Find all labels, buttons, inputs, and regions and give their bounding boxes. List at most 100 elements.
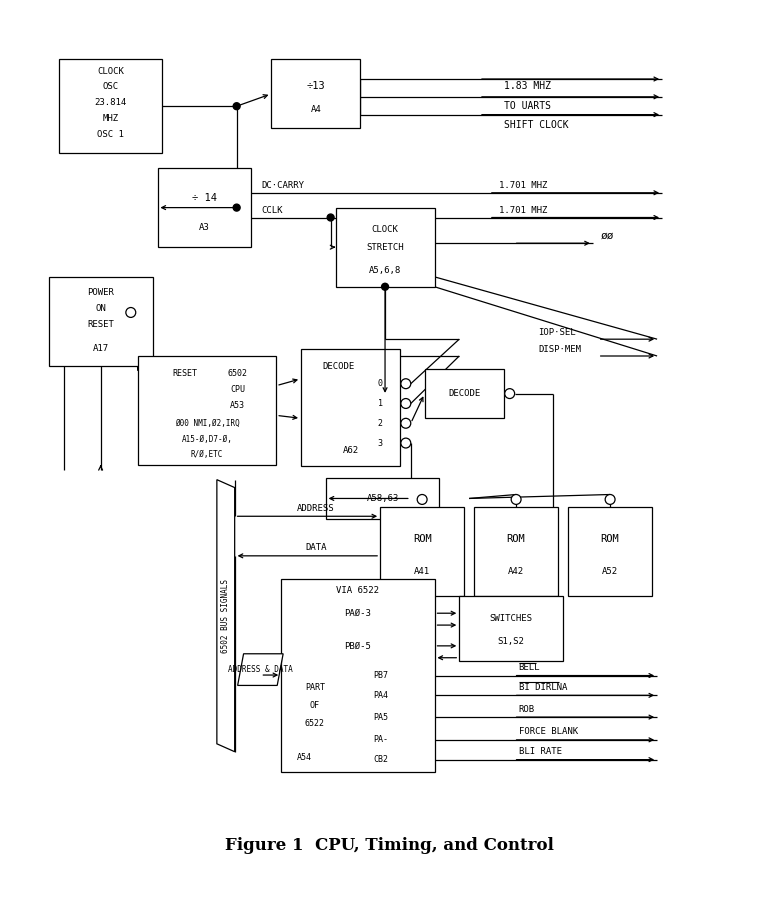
Circle shape [401,418,411,428]
Text: 1: 1 [377,399,383,408]
Text: 2: 2 [377,419,383,428]
Text: PB7: PB7 [373,671,388,680]
Text: A5,6,8: A5,6,8 [369,266,401,275]
Bar [335,207,434,287]
Text: VIA 6522: VIA 6522 [336,586,380,595]
Text: A53: A53 [230,401,245,410]
Bar [58,59,163,153]
Text: A15-Ø,D7-Ø,: A15-Ø,D7-Ø, [181,435,233,444]
Text: ROB: ROB [519,705,534,714]
Text: 0: 0 [377,379,383,388]
Circle shape [126,308,135,318]
Circle shape [417,494,427,504]
Text: DATA: DATA [305,544,327,553]
Text: 1.701 MHZ: 1.701 MHZ [499,181,547,190]
Text: ADDRESS & DATA: ADDRESS & DATA [228,665,293,675]
Circle shape [233,205,240,211]
Text: 3: 3 [377,439,383,448]
Text: 6502: 6502 [227,370,247,379]
Text: Ø00 NMI,Ø2,IRQ: Ø00 NMI,Ø2,IRQ [174,419,240,428]
Bar [459,597,563,661]
Text: DECODE: DECODE [322,362,355,371]
Bar [272,59,360,128]
Text: ÷ 14: ÷ 14 [192,193,217,203]
Text: PBØ-5: PBØ-5 [345,641,371,650]
Circle shape [401,379,411,388]
Polygon shape [217,480,235,752]
Text: PA4: PA4 [373,691,388,700]
Text: BELL: BELL [519,663,540,672]
Text: ROM: ROM [413,534,432,544]
Text: øø: øø [601,231,615,240]
Polygon shape [237,654,283,685]
Text: CLOCK: CLOCK [97,66,124,75]
Text: DISP·MEM: DISP·MEM [538,344,581,353]
Text: POWER: POWER [87,288,114,298]
Circle shape [381,283,388,291]
Bar [49,277,152,366]
Text: TO UARTS: TO UARTS [504,100,551,110]
Text: 1.701 MHZ: 1.701 MHZ [499,206,547,215]
Text: 6502 BUS SIGNALS: 6502 BUS SIGNALS [221,579,230,653]
Text: A54: A54 [296,753,312,762]
Bar [138,356,276,465]
Text: S1,S2: S1,S2 [498,637,524,646]
Text: 1.83 MHZ: 1.83 MHZ [504,81,551,91]
Text: PA-: PA- [373,736,388,745]
Text: CLOCK: CLOCK [372,225,398,234]
Text: A62: A62 [342,446,359,455]
Text: BI DIRLNA: BI DIRLNA [519,683,567,692]
Bar [425,369,504,418]
Text: 23.814: 23.814 [94,99,127,108]
Text: A4: A4 [310,105,321,114]
Bar [380,508,464,597]
Text: DC·CARRY: DC·CARRY [261,181,304,190]
Text: OSC: OSC [103,83,118,91]
Text: SHIFT CLOCK: SHIFT CLOCK [504,120,569,130]
Text: CPU: CPU [230,385,245,394]
Bar [474,508,558,597]
Text: BLI RATE: BLI RATE [519,747,562,756]
Text: A42: A42 [508,567,524,576]
Text: RESET: RESET [173,370,198,379]
Circle shape [511,494,521,504]
Text: SWITCHES: SWITCHES [489,614,533,623]
Text: A3: A3 [199,222,210,232]
Text: ÷13: ÷13 [307,81,325,91]
Text: DECODE: DECODE [448,389,480,398]
Text: ROM: ROM [601,534,619,544]
Text: STRETCH: STRETCH [366,243,404,252]
Circle shape [605,494,615,504]
Circle shape [505,388,514,398]
Bar [568,508,652,597]
Text: FORCE BLANK: FORCE BLANK [519,727,578,736]
Circle shape [401,398,411,408]
Text: R/Ø,ETC: R/Ø,ETC [191,450,223,459]
Text: OSC 1: OSC 1 [97,130,124,139]
Text: A17: A17 [93,344,109,353]
Text: A52: A52 [602,567,619,576]
Text: PA5: PA5 [373,712,388,721]
Text: A41: A41 [414,567,430,576]
Text: ROM: ROM [506,534,525,544]
Bar [301,349,400,466]
Circle shape [233,103,240,109]
Text: ADDRESS: ADDRESS [297,504,335,513]
Text: ON: ON [95,304,106,313]
Circle shape [328,214,334,221]
Bar [157,168,251,248]
Text: 6522: 6522 [305,718,325,727]
Text: CCLK: CCLK [261,206,283,215]
Text: A58,63: A58,63 [366,494,398,503]
Text: RESET: RESET [87,320,114,329]
Text: Figure 1  CPU, Timing, and Control: Figure 1 CPU, Timing, and Control [225,837,553,854]
Bar [326,478,440,519]
Circle shape [401,438,411,448]
Text: PAØ-3: PAØ-3 [345,609,371,618]
Text: PART: PART [305,683,325,692]
Text: MHZ: MHZ [103,114,118,123]
Text: OF: OF [310,701,320,710]
Text: IOP·SEL: IOP·SEL [538,327,576,336]
Bar [281,579,434,771]
Text: CB2: CB2 [373,755,388,764]
